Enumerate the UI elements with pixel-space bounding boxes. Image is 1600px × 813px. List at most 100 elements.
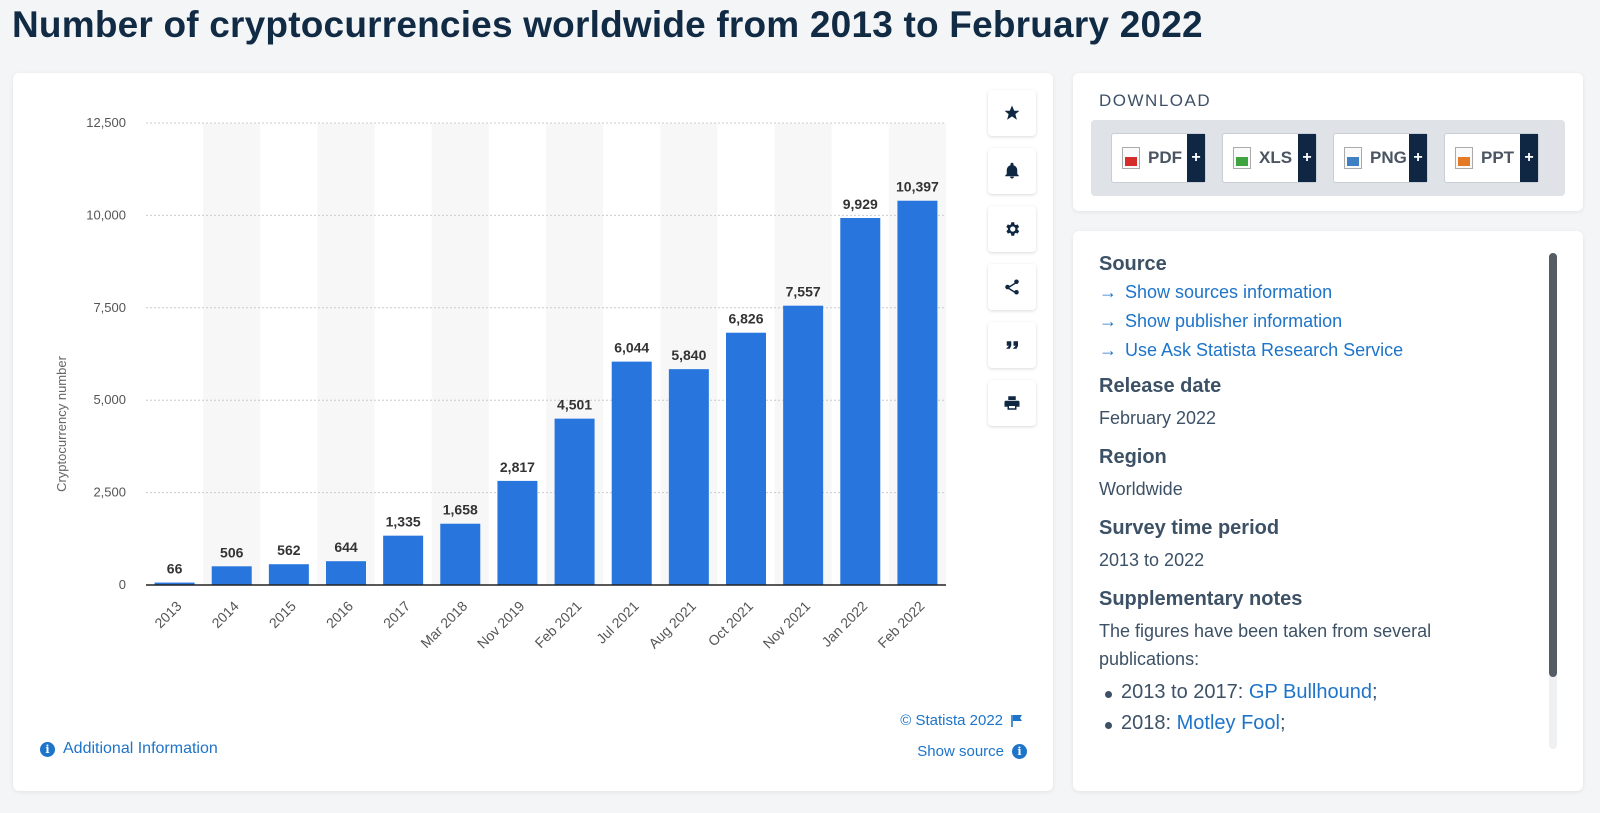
- notification-button[interactable]: [988, 148, 1036, 194]
- plus-icon: +: [1520, 134, 1538, 182]
- plus-icon: +: [1187, 134, 1205, 182]
- bar: [726, 332, 766, 585]
- research-service-link[interactable]: → Use Ask Statista Research Service: [1099, 340, 1509, 361]
- png-file-icon: [1344, 147, 1362, 169]
- x-tick-label: 2017: [380, 598, 413, 631]
- motley-fool-link[interactable]: Motley Fool: [1176, 712, 1280, 734]
- region-section: Region Worldwide: [1099, 446, 1509, 503]
- bar: [154, 582, 195, 585]
- bar: [668, 369, 709, 585]
- additional-information-link[interactable]: i Additional Information: [40, 740, 218, 758]
- xls-file-icon: [1233, 147, 1251, 169]
- data-label: 10,397: [896, 179, 939, 195]
- download-heading: DOWNLOAD: [1099, 91, 1212, 110]
- data-label: 6,826: [728, 311, 763, 327]
- x-tick-label: Nov 2021: [760, 598, 814, 652]
- column-band: [203, 123, 261, 585]
- data-label: 9,929: [843, 196, 878, 212]
- research-service-text: Use Ask Statista Research Service: [1125, 340, 1404, 360]
- data-label: 7,557: [786, 284, 821, 300]
- share-icon: [1005, 279, 1019, 295]
- download-ppt-button[interactable]: PPT +: [1444, 133, 1539, 183]
- release-value: February 2022: [1099, 408, 1217, 428]
- region-value: Worldwide: [1099, 479, 1183, 499]
- gear-icon: [1006, 222, 1020, 236]
- note-prefix: 2018:: [1121, 712, 1177, 734]
- list-item: 2018: Motley Fool;: [1099, 712, 1509, 735]
- quote-icon: [1006, 341, 1018, 349]
- source-section: Source → Show sources information → Show…: [1099, 253, 1509, 361]
- x-tick-label: 2013: [151, 598, 184, 631]
- arrow-right-icon: →: [1099, 340, 1117, 360]
- show-publisher-link[interactable]: → Show publisher information: [1099, 311, 1509, 332]
- copyright-text: © Statista 2022: [900, 712, 1003, 729]
- additional-information-text: Additional Information: [63, 740, 218, 757]
- ppt-file-icon: [1455, 147, 1473, 169]
- x-tick-label: Jul 2021: [593, 598, 642, 647]
- y-axis-title: Cryptocurrency number: [54, 355, 69, 491]
- download-bar: PDF + XLS + PNG + PPT +: [1091, 120, 1565, 196]
- data-label: 5,840: [671, 347, 706, 363]
- info-card: Source → Show sources information → Show…: [1073, 231, 1583, 791]
- show-source-link[interactable]: Show source i: [917, 743, 1027, 760]
- release-section: Release date February 2022: [1099, 375, 1509, 432]
- show-sources-link[interactable]: → Show sources information: [1099, 282, 1509, 303]
- source-title: Source: [1099, 253, 1167, 275]
- survey-title: Survey time period: [1099, 517, 1280, 539]
- notes-title: Supplementary notes: [1099, 588, 1303, 610]
- y-tick-label: 10,000: [86, 207, 126, 222]
- note-suffix: ;: [1279, 712, 1286, 734]
- info-icon: i: [1012, 744, 1027, 759]
- star-icon: [1004, 105, 1020, 120]
- bell-icon: [1005, 162, 1019, 179]
- show-source-text: Show source: [917, 743, 1004, 760]
- print-button[interactable]: [988, 380, 1036, 426]
- x-tick-label: 2015: [266, 598, 299, 631]
- favorite-button[interactable]: [988, 90, 1036, 136]
- note-prefix: 2013 to 2017:: [1121, 681, 1249, 703]
- show-publisher-text: Show publisher information: [1125, 311, 1343, 331]
- cite-button[interactable]: [988, 322, 1036, 368]
- region-title: Region: [1099, 446, 1167, 468]
- column-band: [431, 123, 489, 585]
- bar: [840, 218, 881, 585]
- download-png-label: PNG: [1370, 148, 1407, 167]
- x-tick-label: Oct 2021: [705, 598, 757, 650]
- chart-card: 0 2,500 5,000 7,500 10,000 12,500 Cryptocurren…: [13, 73, 1053, 791]
- bar-chart: 0 2,500 5,000 7,500 10,000 12,500 Cryptocurren…: [54, 115, 946, 652]
- data-label: 644: [334, 539, 358, 555]
- bar: [611, 361, 652, 585]
- bar: [497, 480, 538, 585]
- copyright-link[interactable]: © Statista 2022: [900, 712, 1023, 729]
- page-title: Number of cryptocurrencies worldwide fro…: [12, 4, 1203, 45]
- bar: [783, 305, 824, 585]
- bar: [268, 564, 309, 585]
- data-label: 2,817: [500, 459, 535, 475]
- arrow-right-icon: →: [1099, 282, 1117, 302]
- release-title: Release date: [1099, 375, 1222, 397]
- data-label: 562: [277, 542, 301, 558]
- y-tick-label: 12,500: [86, 115, 126, 130]
- scrollbar-thumb[interactable]: [1549, 253, 1557, 677]
- share-button[interactable]: [988, 264, 1036, 310]
- download-pdf-button[interactable]: PDF +: [1111, 133, 1206, 183]
- notes-list: 2013 to 2017: GP Bullhound; 2018: Motley…: [1099, 681, 1509, 735]
- plus-icon: +: [1298, 134, 1316, 182]
- note-suffix: ;: [1371, 681, 1378, 703]
- info-scrollbar[interactable]: [1549, 253, 1557, 749]
- download-xls-button[interactable]: XLS +: [1222, 133, 1317, 183]
- settings-button[interactable]: [988, 206, 1036, 252]
- y-tick-label: 7,500: [93, 300, 126, 315]
- bar: [440, 523, 481, 585]
- bar: [383, 535, 424, 585]
- data-label: 506: [220, 544, 244, 560]
- bar: [326, 561, 366, 585]
- info-icon: i: [40, 741, 55, 757]
- gp-bullhound-link[interactable]: GP Bullhound: [1248, 681, 1372, 703]
- download-png-button[interactable]: PNG +: [1333, 133, 1428, 183]
- survey-value: 2013 to 2022: [1099, 550, 1205, 570]
- download-card: DOWNLOAD PDF + XLS + PNG + PPT +: [1073, 73, 1583, 211]
- flag-icon: [1011, 715, 1022, 727]
- data-label: 1,335: [386, 514, 421, 530]
- survey-section: Survey time period 2013 to 2022: [1099, 517, 1509, 574]
